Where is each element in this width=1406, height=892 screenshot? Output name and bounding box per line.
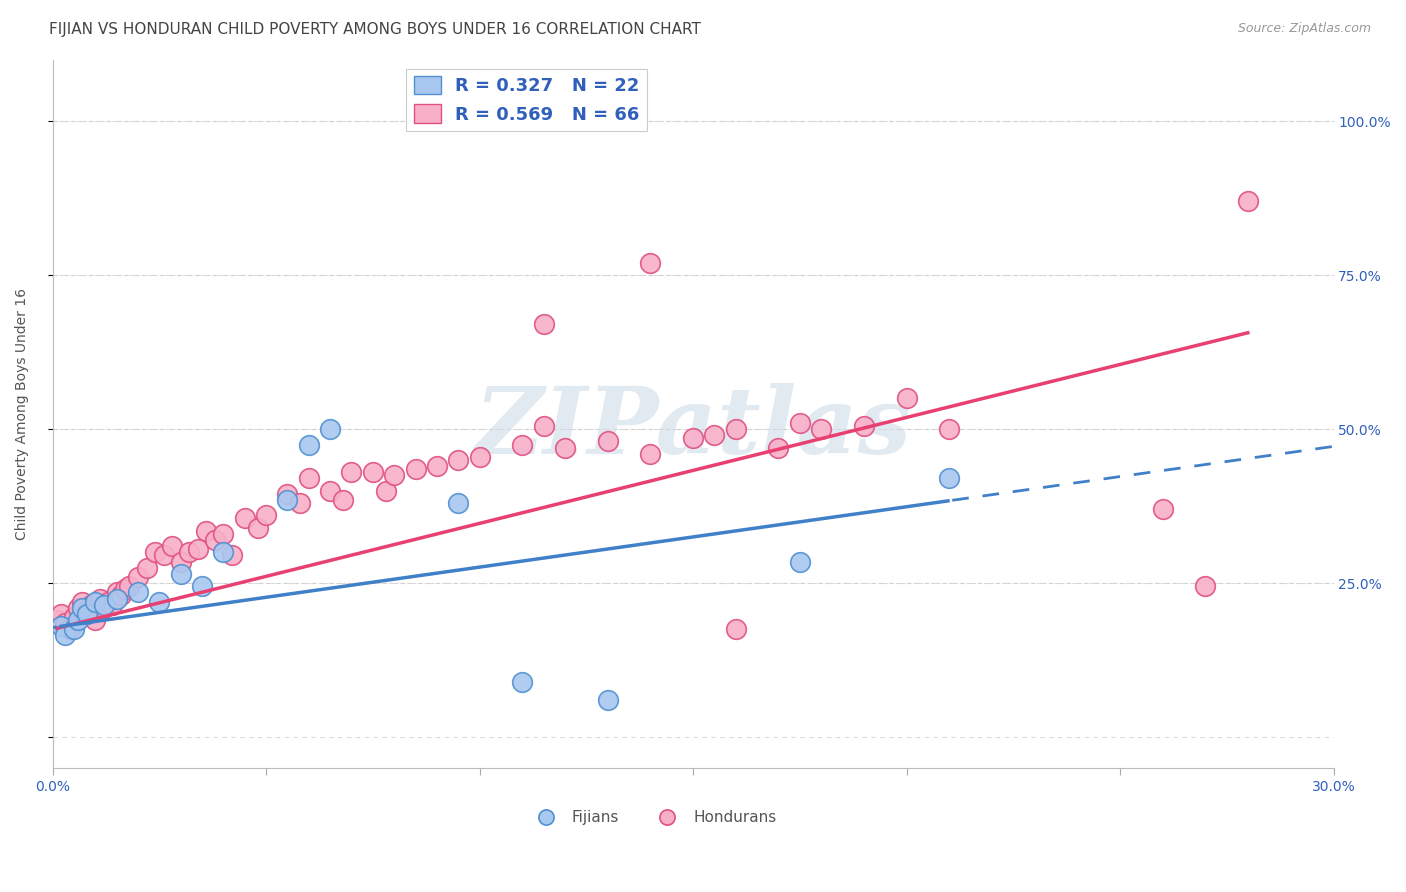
Point xyxy=(49,619,72,633)
Point xyxy=(110,589,132,603)
Y-axis label: Child Poverty Among Boys Under 16: Child Poverty Among Boys Under 16 xyxy=(15,288,30,540)
Point xyxy=(332,493,354,508)
Point xyxy=(703,428,725,442)
Point xyxy=(276,493,298,508)
Point xyxy=(221,549,243,563)
Point xyxy=(724,422,747,436)
Point xyxy=(84,594,107,608)
Point xyxy=(105,591,128,606)
Point xyxy=(447,496,470,510)
Point xyxy=(93,598,115,612)
Point xyxy=(596,693,619,707)
Point xyxy=(1237,194,1260,209)
Point xyxy=(160,539,183,553)
Point xyxy=(152,549,174,563)
Point xyxy=(76,604,98,618)
Point xyxy=(105,585,128,599)
Point xyxy=(468,450,491,464)
Point xyxy=(72,594,94,608)
Point xyxy=(212,526,235,541)
Point xyxy=(319,483,342,498)
Text: Fijians: Fijians xyxy=(571,810,619,825)
Point xyxy=(191,579,214,593)
Point xyxy=(148,594,170,608)
Point xyxy=(135,560,157,574)
Point xyxy=(447,453,470,467)
Point xyxy=(101,598,124,612)
Point xyxy=(896,392,918,406)
Point xyxy=(118,579,141,593)
Point xyxy=(127,570,149,584)
Point xyxy=(187,542,209,557)
Point xyxy=(640,447,662,461)
Point xyxy=(80,598,103,612)
Point xyxy=(1194,579,1216,593)
Point xyxy=(852,419,875,434)
Point xyxy=(290,496,312,510)
Point xyxy=(340,465,363,479)
Text: ZIPatlas: ZIPatlas xyxy=(475,383,911,473)
Point xyxy=(246,521,269,535)
Point xyxy=(810,422,832,436)
Point xyxy=(640,256,662,270)
Point xyxy=(789,416,811,430)
Point xyxy=(361,465,384,479)
Point xyxy=(233,511,256,525)
Text: Hondurans: Hondurans xyxy=(693,810,776,825)
Point xyxy=(170,555,193,569)
Point xyxy=(67,600,90,615)
Text: Source: ZipAtlas.com: Source: ZipAtlas.com xyxy=(1237,22,1371,36)
Point xyxy=(97,594,120,608)
Point xyxy=(59,623,82,637)
Point xyxy=(254,508,277,523)
Point xyxy=(67,613,90,627)
Point xyxy=(426,459,449,474)
Point xyxy=(724,623,747,637)
Point xyxy=(938,422,960,436)
Point xyxy=(45,613,67,627)
Point xyxy=(89,591,111,606)
Point xyxy=(72,600,94,615)
Point xyxy=(93,600,115,615)
Point xyxy=(938,471,960,485)
Point xyxy=(319,422,342,436)
Point xyxy=(55,628,77,642)
Point xyxy=(127,585,149,599)
Point xyxy=(510,674,533,689)
Point xyxy=(49,607,72,621)
Point xyxy=(298,471,321,485)
Point xyxy=(382,468,405,483)
Point xyxy=(63,610,86,624)
Point xyxy=(195,524,218,538)
Point xyxy=(596,434,619,449)
Point xyxy=(114,582,136,597)
Point xyxy=(143,545,166,559)
Point xyxy=(554,441,576,455)
Point xyxy=(682,431,704,445)
Point xyxy=(204,533,226,547)
Point xyxy=(533,419,555,434)
Text: FIJIAN VS HONDURAN CHILD POVERTY AMONG BOYS UNDER 16 CORRELATION CHART: FIJIAN VS HONDURAN CHILD POVERTY AMONG B… xyxy=(49,22,702,37)
Point xyxy=(55,616,77,631)
Point xyxy=(84,613,107,627)
Point xyxy=(768,441,790,455)
Point xyxy=(298,437,321,451)
Point xyxy=(374,483,396,498)
Point xyxy=(76,607,98,621)
Point xyxy=(789,555,811,569)
Point xyxy=(533,318,555,332)
Point xyxy=(170,566,193,581)
Point xyxy=(1152,502,1174,516)
Legend: R = 0.327   N = 22, R = 0.569   N = 66: R = 0.327 N = 22, R = 0.569 N = 66 xyxy=(406,69,647,131)
Point xyxy=(405,462,427,476)
Point xyxy=(179,545,201,559)
Point xyxy=(510,437,533,451)
Point xyxy=(63,623,86,637)
Point xyxy=(212,545,235,559)
Point xyxy=(276,487,298,501)
